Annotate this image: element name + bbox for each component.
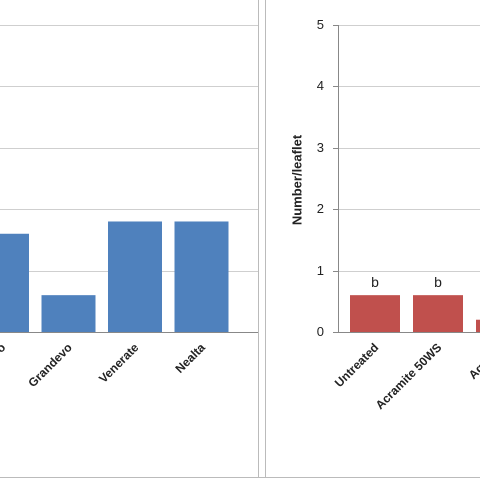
y-tick-label: 3 — [317, 140, 324, 155]
bar — [413, 295, 463, 332]
bar — [108, 221, 162, 332]
bar — [476, 319, 480, 332]
y-axis-label: Number/leaflet — [289, 134, 304, 225]
data-label: b — [434, 274, 442, 290]
bar — [41, 295, 96, 332]
y-tick-label: 4 — [317, 78, 324, 93]
bar — [174, 221, 229, 332]
data-label: b — [371, 274, 379, 290]
y-tick-label: 5 — [317, 17, 324, 32]
bar — [350, 295, 400, 332]
y-tick-label: 0 — [317, 324, 324, 339]
y-tick-label: 2 — [317, 201, 324, 216]
y-tick-label: 1 — [317, 263, 324, 278]
x-tick-label: o — [0, 340, 8, 355]
bar — [0, 233, 29, 332]
